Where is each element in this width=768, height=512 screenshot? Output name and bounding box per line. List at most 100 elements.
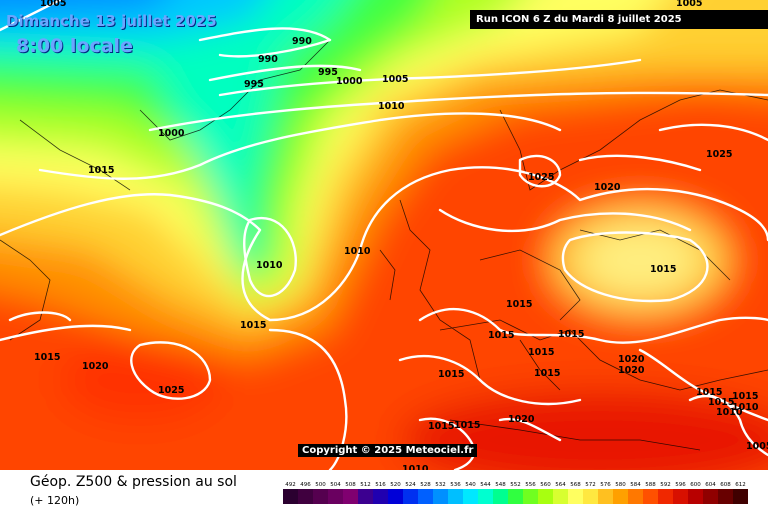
legend-value: 588: [645, 482, 656, 488]
model-run-label: Run ICON 6 Z du Mardi 8 juillet 2025: [470, 10, 768, 29]
isobar-label: 1015: [438, 369, 464, 380]
legend-swatch: [433, 489, 448, 504]
legend-value: 572: [585, 482, 596, 488]
map-title: Géop. Z500 & pression au sol: [30, 474, 237, 490]
legend-swatch: [478, 489, 493, 504]
legend-value: 548: [495, 482, 506, 488]
isobar-label: 1000: [336, 76, 363, 87]
isobar-label: 1010: [402, 464, 429, 470]
isobar-label: 1015: [488, 330, 514, 341]
legend-swatch: [358, 489, 373, 504]
isobar-label: 1020: [618, 365, 645, 376]
legend-value: 492: [285, 482, 296, 488]
legend-swatch: [553, 489, 568, 504]
copyright-label: Copyright © 2025 Meteociel.fr: [298, 444, 478, 457]
isobar-label: 1025: [528, 172, 554, 183]
legend-swatch: [673, 489, 688, 504]
legend-swatch: [388, 489, 403, 504]
legend-value: 612: [735, 482, 746, 488]
legend-swatch: [598, 489, 613, 504]
isobar-label: 1015: [650, 264, 676, 275]
isobar-label: 1015: [506, 299, 532, 310]
legend-swatch: [283, 489, 298, 504]
isobar-label: 1010: [256, 260, 283, 271]
isobar-label: 990: [292, 36, 312, 47]
legend-value: 512: [360, 482, 371, 488]
legend-value: 524: [405, 482, 416, 488]
isobar-label: 990: [258, 54, 278, 65]
legend-value: 536: [450, 482, 461, 488]
isobar-label: 1010: [732, 402, 759, 413]
legend-swatch: [538, 489, 553, 504]
legend-swatch: [613, 489, 628, 504]
legend-swatch: [448, 489, 463, 504]
legend-swatch: [688, 489, 703, 504]
valid-time-label: 8:00 locale: [16, 35, 133, 57]
legend-value: 608: [720, 482, 731, 488]
legend-swatch: [508, 489, 523, 504]
forecast-map: 1005 990 990 995 995 1000 1005 1000 1010…: [0, 0, 768, 470]
legend-swatch: [343, 489, 358, 504]
legend-value: 580: [615, 482, 626, 488]
z500-color-field: [0, 0, 768, 470]
isobar-label: 1010: [716, 407, 743, 418]
isobar-label: 1020: [82, 361, 109, 372]
coastlines: [0, 39, 768, 451]
isobar-label: 1020: [594, 182, 621, 193]
isobar-label: 1010: [378, 101, 405, 112]
legend-swatch: [523, 489, 538, 504]
legend-swatch: [493, 489, 508, 504]
legend-swatch: [703, 489, 718, 504]
isobar-label: 1025: [706, 149, 732, 160]
isobar-label: 995: [318, 67, 338, 78]
isobar-label: 1005: [676, 0, 702, 9]
isobar-labels: 1005 990 990 995 995 1000 1005 1000 1010…: [34, 0, 768, 470]
legend-value: 540: [465, 482, 476, 488]
legend-value: 508: [345, 482, 356, 488]
legend-value: 576: [600, 482, 611, 488]
legend-value: 604: [705, 482, 716, 488]
legend-value: 532: [435, 482, 446, 488]
isobar-label: 1015: [558, 329, 584, 340]
forecast-lead-time: (+ 120h): [30, 494, 80, 507]
legend-swatch: [733, 489, 748, 504]
isobars: [0, 0, 768, 470]
legend-value: 592: [660, 482, 671, 488]
isobar-label: 1010: [344, 246, 371, 257]
legend-value: 564: [555, 482, 566, 488]
isobar-label: 995: [244, 79, 264, 90]
isobar-label: 1015: [732, 391, 758, 402]
isobar-label: 1015: [708, 397, 734, 408]
legend-swatch: [463, 489, 478, 504]
color-scale-legend: 492 496 500 504 508 512 516 520 524 528 532 536 540 5…: [283, 482, 748, 504]
legend-value: 596: [675, 482, 686, 488]
isobar-label: 1015: [88, 165, 114, 176]
legend-value: 556: [525, 482, 536, 488]
legend-value: 504: [330, 482, 341, 488]
isobar-label: 1015: [34, 352, 60, 363]
legend-swatch: [658, 489, 673, 504]
legend-value: 560: [540, 482, 551, 488]
legend-value: 568: [570, 482, 581, 488]
legend-value: 544: [480, 482, 491, 488]
legend-swatch: [583, 489, 598, 504]
isobar-label: 1015: [240, 320, 266, 331]
isobar-label: 1015: [696, 387, 722, 398]
isobar-label: 1015: [534, 368, 560, 379]
legend-swatch: [298, 489, 313, 504]
isobar-label: 1015: [528, 347, 554, 358]
legend-swatch: [628, 489, 643, 504]
valid-date-label: Dimanche 13 juillet 2025: [6, 12, 217, 30]
legend-swatch: [328, 489, 343, 504]
legend-value: 496: [300, 482, 311, 488]
legend-swatch: [403, 489, 418, 504]
legend-value: 500: [315, 482, 326, 488]
isobar-label: 1020: [508, 414, 535, 425]
legend-swatch: [718, 489, 733, 504]
legend-value: 584: [630, 482, 641, 488]
legend-swatch: [568, 489, 583, 504]
isobar-label: 1025: [158, 385, 184, 396]
legend-swatch: [373, 489, 388, 504]
legend-value: 552: [510, 482, 521, 488]
